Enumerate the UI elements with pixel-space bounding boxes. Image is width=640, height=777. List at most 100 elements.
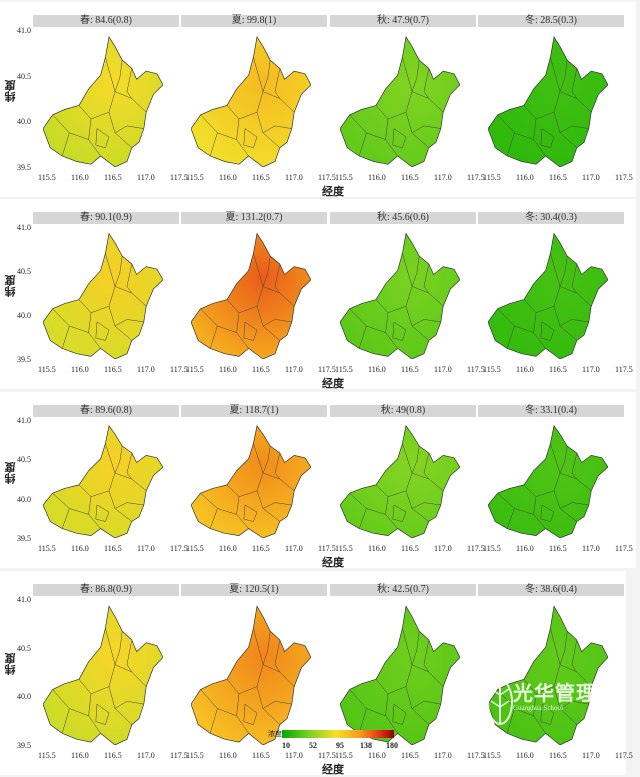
x-tick-label: 115.5: [38, 365, 56, 374]
x-tick-label: 117.0: [582, 173, 600, 182]
district-boundary: [559, 60, 568, 92]
district-boundary: [411, 125, 441, 134]
beijing-map: [191, 605, 311, 745]
district-boundary: [411, 60, 420, 92]
x-axis-label: 经度: [322, 557, 344, 569]
district-boundary: [497, 493, 534, 515]
x-tick-label: 116.0: [219, 544, 237, 553]
district-boundary: [506, 508, 515, 529]
x-tick-label: 117.5: [318, 751, 336, 760]
x-tick-label: 117.5: [318, 173, 336, 182]
beijing-map: [340, 605, 460, 745]
map-region: [488, 425, 608, 538]
district-boundary: [274, 263, 281, 294]
season-strip: 春: 90.1(0.9): [33, 212, 179, 224]
district-boundary: [274, 68, 281, 99]
watermark-subtext: Guanghua School: [513, 704, 563, 712]
district-boundary: [114, 125, 144, 134]
district-boundary: [209, 708, 218, 734]
beijing-map: [43, 605, 163, 745]
season-strip: 冬: 38.6(0.4): [478, 584, 624, 596]
x-tick-label: 117.0: [434, 173, 452, 182]
district-boundary: [385, 312, 398, 349]
beijing-map: [191, 35, 311, 167]
beijing-map: [43, 232, 163, 359]
season-strip: 秋: 42.5(0.7): [330, 584, 476, 596]
x-tick-label: 115.5: [186, 751, 204, 760]
beijing-map: [488, 425, 608, 538]
district-boundary: [114, 631, 123, 665]
y-tick-label: 41.0: [17, 595, 31, 604]
x-tick-label: 117.0: [285, 751, 303, 760]
district-boundary: [571, 68, 578, 99]
legend-label: 52: [309, 741, 317, 750]
y-tick-label: 40.0: [17, 494, 31, 504]
y-tick-label: 39.5: [17, 355, 31, 364]
x-tick-label: 117.0: [285, 365, 303, 374]
district-boundary: [392, 321, 407, 341]
legend-label: 138: [360, 741, 372, 750]
district-boundary: [52, 493, 89, 515]
district-boundary: [95, 128, 110, 149]
beijing-map: [340, 35, 460, 167]
map-region: [340, 425, 460, 538]
map-region: [488, 232, 608, 359]
y-tick-label: 40.0: [17, 692, 31, 702]
x-tick-label: 117.5: [170, 173, 188, 182]
district-boundary: [411, 502, 441, 509]
legend-title: 浓度: [268, 730, 282, 738]
x-tick-label: 115.5: [38, 173, 56, 182]
district-boundary: [506, 708, 515, 734]
map-region: [340, 605, 460, 745]
y-tick-label: 41.0: [17, 223, 31, 232]
district-boundary: [236, 312, 249, 349]
district-boundary: [61, 508, 70, 529]
district-boundary: [392, 703, 407, 725]
season-strip: 秋: 49(0.8): [330, 405, 476, 417]
y-tick-label: 40.5: [17, 71, 31, 81]
x-tick-label: 117.5: [467, 751, 485, 760]
district-boundary: [262, 60, 271, 92]
beijing-map: [340, 232, 460, 359]
x-tick-label: 117.0: [434, 751, 452, 760]
district-boundary: [274, 639, 281, 673]
district-boundary: [209, 325, 218, 349]
x-tick-label: 116.5: [252, 365, 270, 374]
x-tick-label: 116.0: [516, 365, 534, 374]
map-region: [43, 232, 163, 359]
color-legend: 浓度 10 52 95 138 180: [268, 729, 408, 769]
x-tick-label: 115.5: [483, 544, 501, 553]
x-tick-label: 116.5: [401, 173, 419, 182]
beijing-map: [340, 425, 460, 538]
x-tick-label: 115.5: [483, 173, 501, 182]
district-boundary: [78, 628, 116, 695]
district-boundary: [95, 321, 110, 341]
leaf-logo-icon: [487, 679, 513, 725]
x-tick-label: 115.5: [38, 751, 56, 760]
x-tick-label: 115.5: [38, 544, 56, 553]
district-boundary: [559, 700, 589, 709]
district-boundary: [540, 703, 555, 725]
y-tick-label: 39.5: [17, 534, 31, 543]
district-boundary: [88, 312, 101, 349]
x-tick-label: 116.0: [516, 751, 534, 760]
district-boundary: [95, 703, 110, 725]
x-tick-label: 116.0: [219, 173, 237, 182]
district-boundary: [506, 325, 515, 349]
x-axis-label: 经度: [322, 378, 344, 390]
x-tick-label: 116.5: [104, 365, 122, 374]
x-tick-label: 116.0: [368, 544, 386, 553]
x-tick-label: 116.5: [252, 751, 270, 760]
season-strip: 春: 89.6(0.8): [33, 405, 179, 417]
map-region: [43, 605, 163, 745]
district-boundary: [385, 496, 398, 529]
beijing-map: [488, 35, 608, 167]
district-boundary: [126, 452, 133, 480]
district-boundary: [114, 700, 144, 709]
district-boundary: [209, 132, 218, 157]
x-tick-label: 117.5: [318, 365, 336, 374]
map-region: [340, 35, 460, 167]
season-strip: 秋: 47.9(0.7): [330, 15, 476, 27]
district-boundary: [540, 504, 555, 522]
y-tick-label: 39.5: [17, 163, 31, 172]
